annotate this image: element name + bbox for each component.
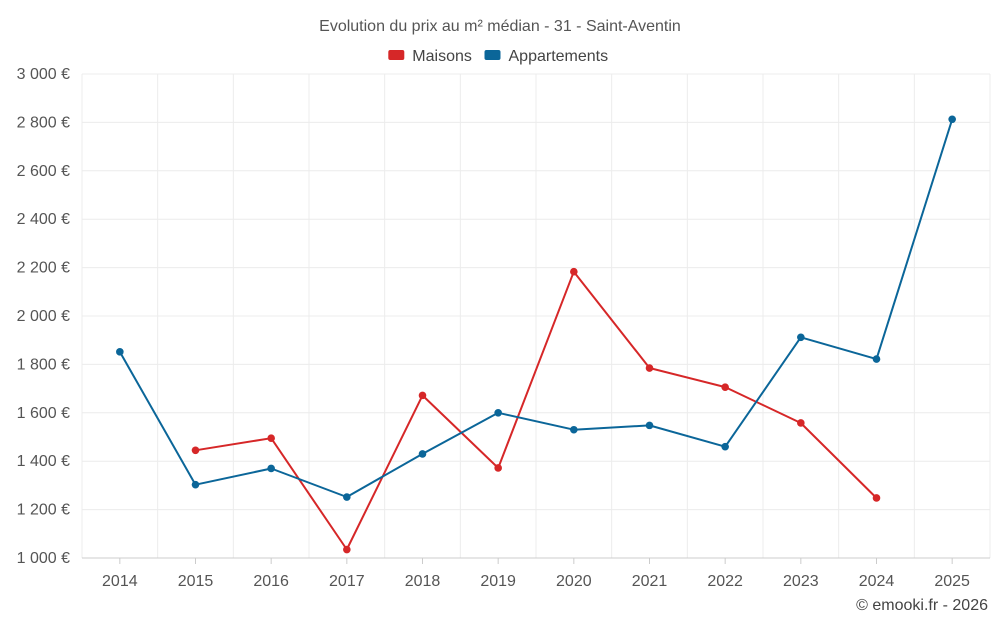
data-point-appartements <box>418 450 427 458</box>
legend-label-appartements: Appartements <box>509 48 609 65</box>
credit-text: © emooki.fr - 2026 <box>856 597 988 614</box>
y-tick-label: 1 600 € <box>17 405 70 422</box>
series-maisons <box>191 267 881 554</box>
x-tick-label: 2016 <box>253 573 289 590</box>
data-point-maisons <box>797 419 805 427</box>
x-tick-label: 2020 <box>556 573 592 590</box>
data-point-appartements <box>343 493 351 501</box>
grid <box>81 73 991 559</box>
data-point-appartements <box>191 480 200 489</box>
y-tick-label: 2 400 € <box>17 211 70 228</box>
data-point-appartements <box>570 425 578 434</box>
y-tick-label: 2 200 € <box>17 260 70 277</box>
x-tick-label: 2014 <box>102 573 138 590</box>
data-point-maisons <box>343 545 351 554</box>
data-point-appartements <box>645 421 654 430</box>
y-tick-label: 1 800 € <box>17 356 70 373</box>
data-point-maisons <box>267 434 275 443</box>
series-line-appartements <box>118 118 954 498</box>
legend-swatch-maisons <box>388 50 405 60</box>
x-tick-label: 2019 <box>480 573 516 590</box>
x-tick-label: 2018 <box>405 573 441 590</box>
x-tick-label: 2024 <box>859 573 895 590</box>
x-tick-label: 2021 <box>632 573 668 590</box>
x-tick-label: 2022 <box>707 573 743 590</box>
data-point-appartements <box>267 464 275 473</box>
series-appartements <box>116 115 956 501</box>
x-tick-label: 2025 <box>934 573 970 590</box>
chart-title: Evolution du prix au m² médian - 31 - Sa… <box>319 18 681 35</box>
y-tick-label: 2 800 € <box>17 114 70 131</box>
axes: 1 000 € 1 200 € 1 400 € 1 600 € 1 800 € 2 000… <box>17 66 990 590</box>
x-tick-label: 2023 <box>783 573 819 590</box>
data-point-maisons <box>191 446 200 455</box>
data-point-maisons <box>494 464 502 472</box>
data-point-appartements <box>872 355 881 363</box>
y-tick-label: 1 000 € <box>17 550 70 567</box>
y-tick-label: 2 000 € <box>17 308 70 325</box>
data-point-appartements <box>721 442 729 451</box>
data-point-maisons <box>872 494 881 502</box>
legend-label-maisons: Maisons <box>412 48 472 65</box>
legend-swatch-appartements <box>484 50 501 60</box>
y-tick-label: 1 400 € <box>17 453 70 470</box>
data-point-appartements <box>494 409 502 417</box>
legend-item-appartements[interactable]: Appartements <box>484 48 609 65</box>
series <box>116 115 956 554</box>
y-tick-label: 3 000 € <box>17 66 70 83</box>
data-point-maisons <box>570 267 578 276</box>
x-tick-label: 2015 <box>178 573 214 590</box>
data-point-maisons <box>645 364 654 372</box>
data-point-maisons <box>418 391 427 400</box>
x-tick-label: 2017 <box>329 573 365 590</box>
legend[interactable]: Maisons Appartements <box>388 48 608 65</box>
y-tick-label: 1 200 € <box>17 502 70 519</box>
data-point-appartements <box>797 333 805 342</box>
data-point-appartements <box>948 115 956 124</box>
data-point-appartements <box>116 348 124 356</box>
data-point-maisons <box>721 383 729 391</box>
series-line-maisons <box>195 270 878 551</box>
legend-item-maisons[interactable]: Maisons <box>388 48 472 65</box>
y-tick-label: 2 600 € <box>17 163 70 180</box>
